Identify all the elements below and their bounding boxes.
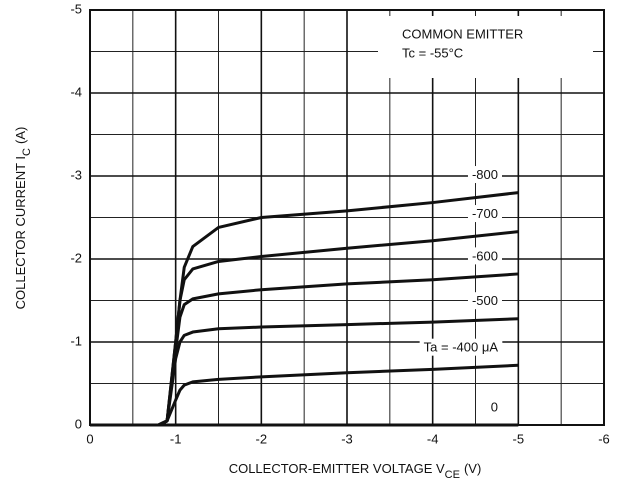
series-label-bg — [419, 338, 503, 356]
labels: 0 -1 -2 -3 -4 -5 -6 0 -1 -2 -3 -4 -5 COMMON EMITTER Tc… — [13, 1, 609, 480]
y-axis-label-part: C — [21, 148, 33, 156]
x-tick-label: -1 — [170, 431, 182, 446]
x-tick-label: -2 — [256, 431, 268, 446]
y-tick-label: -5 — [70, 1, 82, 16]
marks — [90, 191, 519, 427]
x-tick-label: -4 — [427, 431, 439, 446]
series-label: -500 — [472, 293, 498, 308]
series-label: -800 — [472, 167, 498, 182]
x-axis-label-part: (V) — [464, 461, 481, 476]
annotation: COMMON EMITTER — [402, 26, 523, 41]
y-tick-label: -2 — [70, 250, 82, 265]
x-tick-label: -5 — [513, 431, 525, 446]
series-label-bg — [467, 247, 502, 265]
annotation: Tc = -55°C — [402, 45, 463, 60]
y-axis-label: COLLECTOR CURRENT IC (A) — [13, 127, 32, 310]
annotation-box — [378, 16, 593, 78]
series-label-bg — [467, 292, 502, 310]
series-label-bg — [467, 205, 502, 223]
x-axis-label: COLLECTOR-EMITTER VOLTAGE VCE (V) — [229, 461, 482, 480]
x-axis-label-part: COLLECTOR-EMITTER VOLTAGE V — [229, 461, 445, 476]
x-tick-label: -6 — [598, 431, 610, 446]
y-axis-label-part: (A) — [13, 127, 28, 144]
series-label: 0 — [491, 399, 498, 414]
x-axis-label-part: CE — [445, 469, 460, 481]
series-label: Ta = -400 μA — [424, 340, 499, 355]
series-label-bg — [467, 166, 502, 184]
series-label: -600 — [472, 248, 498, 263]
curve — [90, 363, 519, 427]
x-tick-label: -3 — [341, 431, 353, 446]
x-tick-label: 0 — [86, 431, 93, 446]
series-label-bg — [486, 398, 502, 416]
y-tick-label: 0 — [75, 416, 82, 431]
series-label: -700 — [472, 206, 498, 221]
y-tick-label: -3 — [70, 167, 82, 182]
y-axis-label-part: COLLECTOR CURRENT I — [13, 156, 28, 309]
y-tick-label: -1 — [70, 333, 82, 348]
y-tick-label: -4 — [70, 84, 82, 99]
